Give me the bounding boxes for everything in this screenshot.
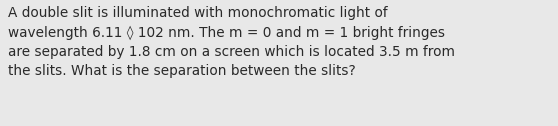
Text: A double slit is illuminated with monochromatic light of
wavelength 6.11 ◊ 102 n: A double slit is illuminated with monoch… xyxy=(8,6,455,78)
